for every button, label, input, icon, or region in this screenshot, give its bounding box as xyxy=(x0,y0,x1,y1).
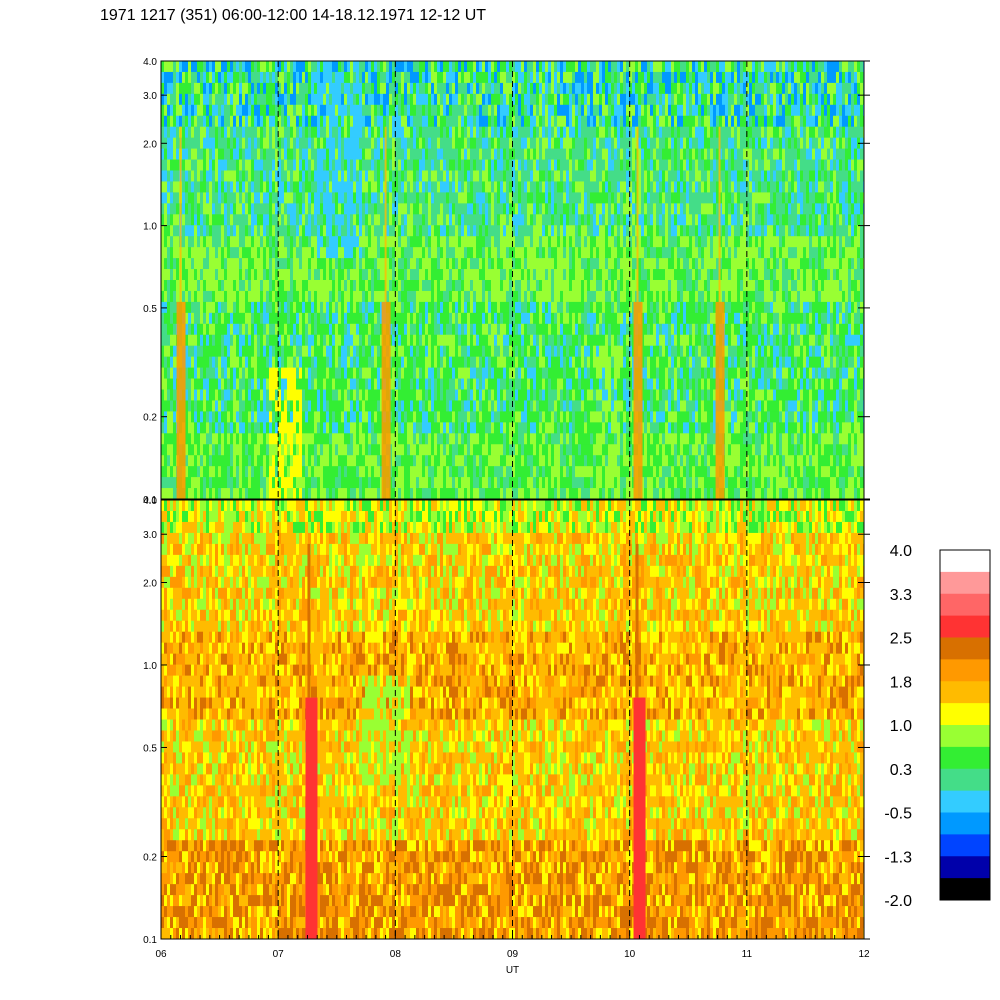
emission-streak xyxy=(305,697,318,939)
y-tick-label: 3.0 xyxy=(143,530,157,541)
colorbar-label: 1.0 xyxy=(890,718,912,735)
colorbar-swatch xyxy=(940,725,990,748)
colorbar-swatch xyxy=(940,878,990,901)
y-tick-label: 4.0 xyxy=(143,57,157,68)
spectrogram-cells xyxy=(161,61,864,499)
emission-streak-upper xyxy=(636,126,639,302)
y-tick-label: 0.2 xyxy=(143,413,157,424)
x-tick-label: 09 xyxy=(507,949,519,960)
colorbar-swatch xyxy=(940,571,990,595)
colorbar-label: 1.8 xyxy=(890,674,912,691)
colorbar-swatch xyxy=(940,593,990,617)
emission-streak xyxy=(715,301,725,499)
y-tick-label: 0.2 xyxy=(143,853,157,864)
y-tick-label: 2.0 xyxy=(143,139,157,150)
colorbar-swatch xyxy=(940,615,990,639)
colorbar-label: 2.5 xyxy=(890,631,912,648)
colorbar-label: -0.5 xyxy=(884,806,912,823)
emission-streak-upper xyxy=(635,543,639,698)
colorbar-swatch xyxy=(940,856,990,879)
emission-streak xyxy=(176,301,186,499)
colorbar-swatch xyxy=(940,790,990,814)
x-axis-label: UT xyxy=(506,965,519,976)
colorbar-swatch xyxy=(940,812,990,835)
colorbar-swatch xyxy=(940,681,990,704)
emission-streak-upper xyxy=(307,543,311,698)
colorbar-swatch xyxy=(940,637,990,660)
colorbar-swatch xyxy=(940,746,990,770)
upper-spectrogram-panel: 4.0 3.0 2.0 1.0 0.5 0.2 0.1 xyxy=(143,57,870,506)
colorbar-label: 3.3 xyxy=(890,587,912,604)
y-tick-label: 0.1 xyxy=(143,935,157,946)
emission-streak-upper xyxy=(384,126,387,302)
emission-streak xyxy=(633,301,643,499)
y-tick-label: 1.0 xyxy=(143,222,157,233)
colorbar: 4.0 3.3 2.5 1.8 1.0 0.3 -0.5 -1.3 -2.0 xyxy=(884,543,991,910)
colorbar-swatch xyxy=(940,768,990,792)
colorbar-label: -1.3 xyxy=(884,849,912,866)
colorbar-frame xyxy=(939,549,991,901)
colorbar-swatch xyxy=(940,834,990,857)
y-tick-label: 0.5 xyxy=(143,304,157,315)
emission-streak-upper xyxy=(179,126,182,302)
spectrogram-cells xyxy=(161,500,864,939)
colorbar-swatch xyxy=(940,550,990,573)
colorbar-label: 4.0 xyxy=(890,543,912,560)
y-tick-label: 3.0 xyxy=(143,91,157,102)
y-tick-label: 0.5 xyxy=(143,743,157,754)
colorbar-label: -2.0 xyxy=(884,893,912,910)
colorbar-swatch xyxy=(940,703,990,726)
y-tick-label: 1.0 xyxy=(143,661,157,672)
figure-title: 1971 1217 (351) 06:00-12:00 14-18.12.197… xyxy=(100,7,486,24)
x-tick-label: 11 xyxy=(742,949,753,960)
x-tick-label: 06 xyxy=(155,949,167,960)
y-tick-label: 2.0 xyxy=(143,578,157,589)
x-tick-label: 08 xyxy=(390,949,402,960)
y-tick-label: 0.1 xyxy=(143,495,157,506)
x-tick-label: 10 xyxy=(624,949,636,960)
axes-layer: 06 07 08 09 10 11 12 UT xyxy=(155,931,870,976)
panel-frame xyxy=(160,60,865,500)
x-tick-label: 12 xyxy=(858,949,870,960)
lower-spectrogram-panel: 4.0 3.0 2.0 1.0 0.5 0.2 0.1 xyxy=(143,496,870,946)
x-tick-label: 07 xyxy=(273,949,285,960)
emission-streak-upper xyxy=(718,126,721,302)
y-tick-label: 4.0 xyxy=(143,496,157,507)
emission-streak xyxy=(381,301,391,499)
colorbar-swatch xyxy=(940,659,990,682)
colorbar-label: 0.3 xyxy=(890,762,912,779)
emission-streak xyxy=(633,697,646,939)
